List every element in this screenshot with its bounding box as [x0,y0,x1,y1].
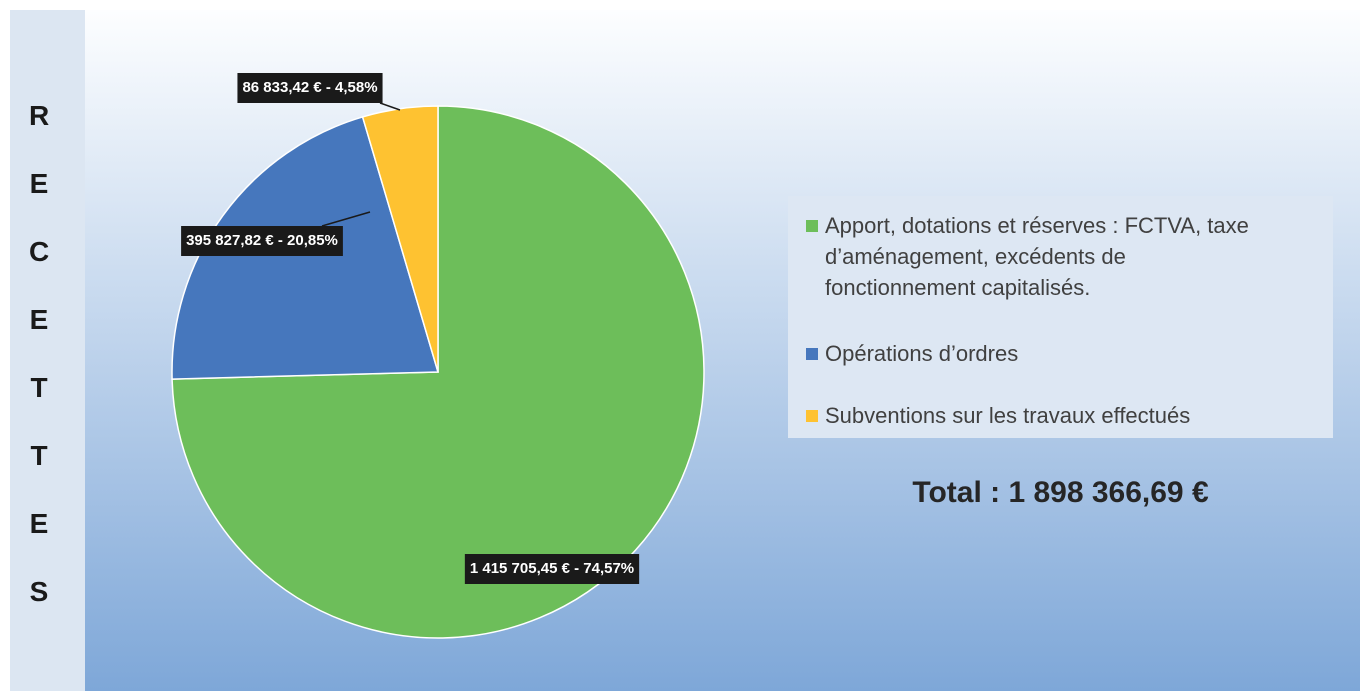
legend-swatch [806,348,818,360]
legend-item: Opérations d’ordres [806,338,1306,369]
data-label: 86 833,42 € - 4,58% [242,79,377,96]
legend-swatch [806,220,818,232]
legend-label: Apport, dotations et réserves : FCTVA, t… [825,213,1249,300]
legend: Apport, dotations et réserves : FCTVA, t… [788,196,1333,438]
legend-label: Opérations d’ordres [825,341,1019,366]
legend-swatch [806,410,818,422]
data-label: 395 827,82 € - 20,85% [186,232,338,249]
legend-item: Subventions sur les travaux effectués [806,400,1306,431]
side-panel [10,10,85,691]
side-label: RECETTES [29,100,50,607]
legend-label: Subventions sur les travaux effectués [825,403,1191,428]
pie-slice [361,105,439,373]
data-label-bg [181,226,343,256]
data-label-bg [464,554,640,584]
data-label-bg [237,73,383,103]
legend-item: Apport, dotations et réserves : FCTVA, t… [806,210,1306,303]
leader-line [379,102,401,111]
leader-line [321,211,371,227]
data-label: 1 415 705,45 € - 74,57% [470,560,634,577]
total: Total : 1 898 366,69 € [912,476,1209,509]
